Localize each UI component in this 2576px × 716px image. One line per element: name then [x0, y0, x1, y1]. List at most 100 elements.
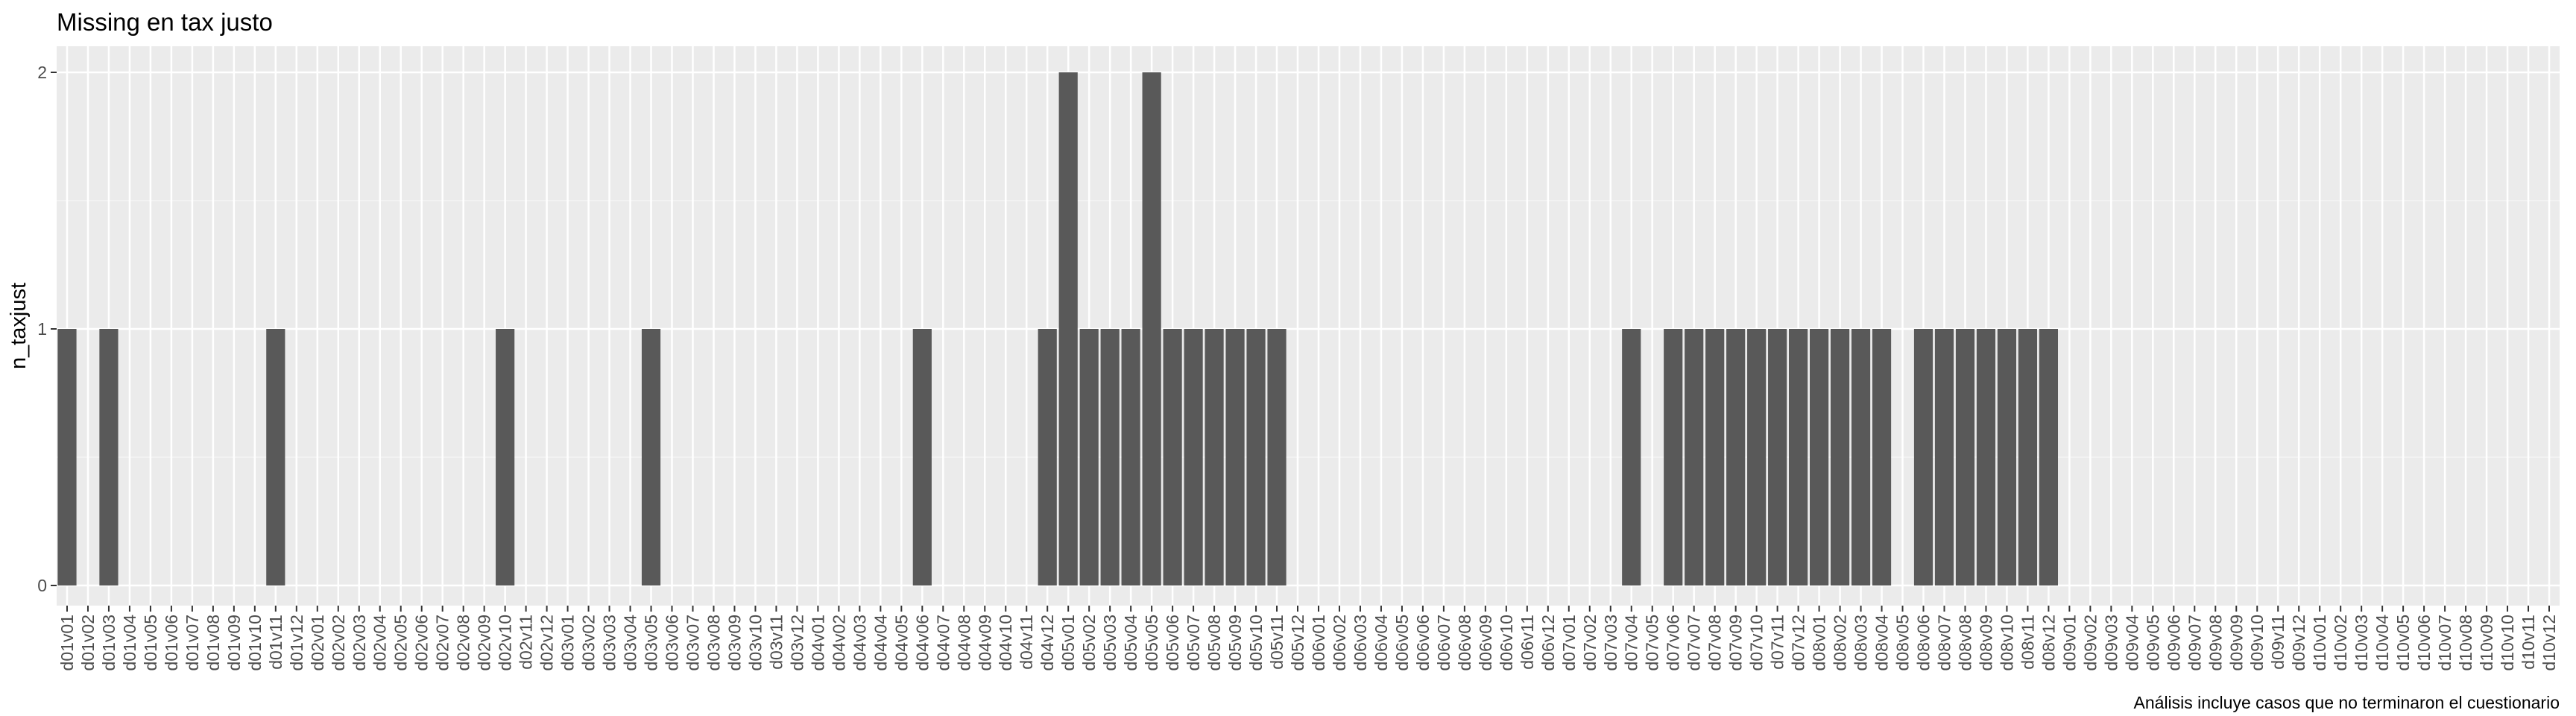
bar: [1747, 329, 1767, 585]
x-tick-label: d07v12: [1789, 615, 1808, 671]
bar: [1997, 329, 2017, 585]
x-tick-label: d05v01: [1058, 615, 1078, 671]
x-tick-label: d01v12: [287, 615, 306, 671]
x-tick-label: d06v02: [1330, 615, 1349, 671]
x-tick-label: d02v09: [475, 615, 494, 671]
bar: [1934, 329, 1954, 585]
bar: [2039, 329, 2059, 585]
x-tick-label: d03v06: [663, 615, 682, 671]
bar: [1705, 329, 1725, 585]
bar: [1622, 329, 1641, 585]
bar: [1205, 329, 1224, 585]
bar: [1955, 329, 1975, 585]
bar: [57, 329, 77, 585]
x-tick-label: d04v03: [850, 615, 869, 671]
x-tick-label: d10v12: [2539, 615, 2559, 671]
x-tick-label: d04v11: [1017, 615, 1036, 670]
x-tick-label: d02v04: [370, 615, 390, 671]
chart-caption: Análisis incluye casos que no terminaron…: [2134, 693, 2560, 712]
major-gridlines: [57, 46, 2560, 606]
bar: [1163, 329, 1182, 585]
x-tick-label: d06v01: [1309, 615, 1328, 671]
x-tick-label: d09v02: [2080, 615, 2100, 671]
x-tick-label: d08v02: [1831, 615, 1850, 671]
x-tick-label: d04v04: [871, 615, 890, 671]
x-tick-label: d06v05: [1392, 615, 1412, 671]
x-tick-label: d05v06: [1163, 615, 1182, 671]
x-tick-label: d01v07: [183, 615, 202, 671]
x-tick-label: d10v04: [2373, 615, 2392, 671]
x-tick-label: d03v01: [558, 615, 578, 671]
x-tick-label: d09v08: [2206, 615, 2225, 671]
y-tick-label: 0: [37, 576, 47, 595]
bar: [496, 329, 515, 585]
x-tick-label: d10v09: [2477, 615, 2496, 671]
x-tick-label: d06v09: [1476, 615, 1495, 671]
x-tick-label: d08v06: [1914, 615, 1933, 671]
x-tick-label: d07v05: [1643, 615, 1662, 671]
x-tick-label: d07v10: [1747, 615, 1767, 671]
x-tick-label: d07v06: [1664, 615, 1683, 671]
x-tick-label: d07v08: [1705, 615, 1725, 671]
bar: [1976, 329, 1996, 585]
bar: [1142, 72, 1161, 585]
x-tick-label: d03v07: [683, 615, 702, 671]
x-tick-label: d05v04: [1121, 615, 1140, 671]
x-tick-label: d09v06: [2164, 615, 2183, 671]
x-tick-label: d03v09: [724, 615, 744, 671]
x-tick-label: d09v10: [2247, 615, 2267, 671]
x-tick-label: d09v12: [2289, 615, 2308, 671]
x-tick-label: d10v06: [2414, 615, 2434, 671]
bar: [2018, 329, 2038, 585]
bar: [1079, 329, 1099, 585]
x-tick-label: d02v02: [329, 615, 348, 671]
x-tick-label: d10v03: [2352, 615, 2371, 671]
bar: [1768, 329, 1787, 585]
x-tick-label: d08v12: [2039, 615, 2058, 671]
x-tick-label: d06v12: [1538, 615, 1558, 671]
x-tick-label: d01v05: [141, 615, 160, 671]
x-tick-label: d09v05: [2143, 615, 2162, 671]
x-tick-label: d07v03: [1601, 615, 1620, 671]
bar: [1685, 329, 1704, 585]
x-tick-label: d01v03: [99, 615, 119, 671]
x-tick-label: d09v09: [2226, 615, 2246, 671]
x-tick-label: d03v04: [621, 615, 640, 671]
bar: [1913, 329, 1933, 585]
x-tick-label: d09v01: [2059, 615, 2079, 671]
x-tick-label: d10v11: [2519, 615, 2538, 670]
x-tick-label: d08v10: [1997, 615, 2016, 671]
x-tick-label: d08v05: [1893, 615, 1913, 671]
x-tick-label: d01v08: [203, 615, 223, 671]
x-tick-label: d02v03: [350, 615, 369, 671]
x-tick-label: d10v01: [2310, 615, 2329, 671]
bar: [1851, 329, 1871, 585]
minor-gridlines: [57, 200, 2560, 458]
x-tick-label: d02v08: [454, 615, 473, 671]
x-tick-label: d07v11: [1768, 615, 1787, 670]
bar: [1246, 329, 1266, 585]
x-tick-label: d08v09: [1976, 615, 1995, 671]
x-tick-label: d04v08: [954, 615, 973, 671]
x-tick-label: d04v02: [829, 615, 848, 671]
x-tick-label: d04v09: [975, 615, 994, 671]
y-axis-title: n_taxjust: [7, 283, 31, 369]
bars: [57, 72, 2059, 585]
x-tick-label: d03v12: [787, 615, 806, 671]
y-tick-label: 2: [37, 63, 47, 82]
x-tick-label: d03v11: [766, 615, 786, 670]
x-tick-label: d06v07: [1434, 615, 1453, 671]
x-tick-label: d01v04: [120, 615, 139, 671]
x-tick-label: d07v02: [1580, 615, 1600, 671]
x-tick-label: d02v07: [433, 615, 452, 671]
bar: [1121, 329, 1140, 585]
x-tick-label: d06v06: [1413, 615, 1433, 671]
x-tick-label: d02v01: [308, 615, 327, 671]
bar: [1664, 329, 1683, 585]
x-tick-label: d03v03: [600, 615, 619, 671]
x-tick-label: d05v03: [1100, 615, 1120, 671]
x-tick-label: d10v05: [2393, 615, 2413, 671]
x-tick-label: d01v01: [57, 615, 77, 671]
bar: [1830, 329, 1850, 585]
